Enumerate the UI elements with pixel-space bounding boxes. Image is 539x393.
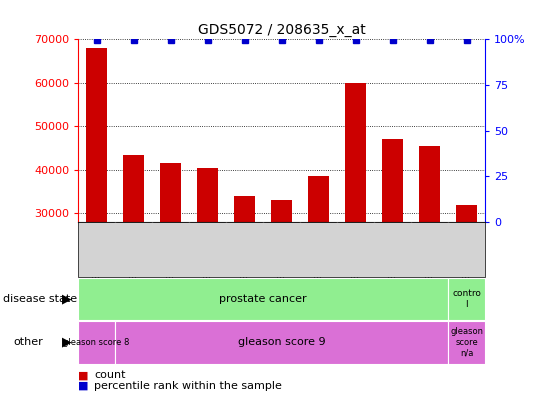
Bar [448, 321, 485, 364]
Bar [448, 278, 485, 320]
Text: disease state: disease state [3, 294, 77, 304]
Text: GSM1095881: GSM1095881 [314, 225, 323, 286]
Text: other: other [13, 337, 43, 347]
Text: prostate cancer: prostate cancer [219, 294, 307, 304]
Bar [115, 321, 448, 364]
Text: GSM1095877: GSM1095877 [166, 225, 175, 286]
Text: gleason score 9: gleason score 9 [238, 337, 326, 347]
Text: GSM1095882: GSM1095882 [351, 225, 360, 285]
Text: contro
l: contro l [452, 289, 481, 309]
Bar [457, 205, 477, 222]
Text: percentile rank within the sample: percentile rank within the sample [94, 381, 282, 391]
Text: GSM1095878: GSM1095878 [203, 225, 212, 286]
Bar [197, 168, 218, 222]
Bar [234, 196, 255, 222]
Text: GSM1095876: GSM1095876 [462, 225, 471, 286]
Bar [383, 140, 403, 222]
Text: gleason score 8: gleason score 8 [64, 338, 130, 347]
Text: GSM1095886: GSM1095886 [129, 225, 138, 286]
Text: GSM1095884: GSM1095884 [388, 225, 397, 285]
Text: ■: ■ [78, 381, 88, 391]
Bar [78, 321, 115, 364]
Text: GSM1095883: GSM1095883 [92, 225, 101, 286]
Bar [308, 176, 329, 222]
Text: ▶: ▶ [62, 292, 72, 306]
Bar [272, 200, 292, 222]
Bar [86, 48, 107, 222]
Title: GDS5072 / 208635_x_at: GDS5072 / 208635_x_at [198, 23, 365, 37]
Text: ▶: ▶ [62, 336, 72, 349]
Text: GSM1095879: GSM1095879 [240, 225, 249, 286]
Bar [419, 146, 440, 222]
Text: gleason
score
n/a: gleason score n/a [450, 327, 483, 357]
Text: ■: ■ [78, 370, 88, 380]
Text: GSM1095880: GSM1095880 [277, 225, 286, 286]
Text: count: count [94, 370, 126, 380]
Bar [161, 163, 181, 222]
Text: GSM1095885: GSM1095885 [425, 225, 434, 286]
Bar [123, 154, 144, 222]
Bar [345, 83, 366, 222]
